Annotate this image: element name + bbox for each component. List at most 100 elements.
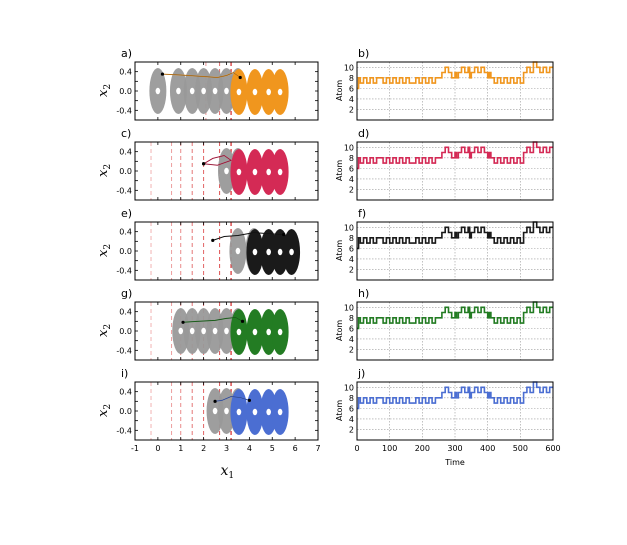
panel-label: i): [121, 367, 128, 380]
atom-step-line: [357, 61, 553, 90]
panel-label: d): [358, 127, 369, 140]
y-tick-label: 10: [344, 63, 354, 72]
trajectory-start-point: [213, 399, 217, 403]
x-axis-label: Time: [444, 458, 465, 467]
y-tick-label: 4: [349, 95, 354, 104]
trajectory-line-dark: [162, 72, 241, 78]
left-panel-0: a)0.40.0-0.4x2: [96, 47, 319, 121]
blob-hole: [236, 408, 242, 416]
right-panel-4: j)10 86 42 Atom 0 100 200 300 400 500 600: [335, 367, 561, 453]
blob-hole: [212, 407, 218, 415]
y-tick-label: 8: [349, 394, 354, 403]
y-axis-label: Atom: [335, 160, 344, 181]
x-tick-label: 1: [178, 444, 183, 453]
blob-hole: [277, 248, 283, 256]
y-tick-label: 2: [349, 425, 354, 434]
y-axis-label-main: x: [96, 89, 111, 97]
trajectory-start-point: [160, 72, 165, 76]
blob-hole: [224, 167, 229, 175]
trajectory-line-dark: [182, 317, 243, 323]
blob-hole: [266, 328, 271, 336]
panel-label: b): [358, 47, 369, 60]
blob-hole: [236, 168, 242, 176]
y-tick-label: 0.0: [119, 407, 132, 416]
y-axis-label-sub: 2: [103, 244, 113, 250]
blob-hole: [224, 407, 229, 415]
left-panel-4: i)0.40.0-0.4-1 0 1 2 3 4 5 6 7x2: [96, 367, 321, 453]
y-tick-label: 8: [349, 234, 354, 243]
blob-hole: [266, 408, 271, 416]
blob-hole: [201, 87, 206, 95]
y-tick-label: 8: [349, 154, 354, 163]
y-tick-label: 4: [349, 415, 354, 424]
panel-label: h): [358, 287, 369, 300]
blob-hole: [176, 87, 181, 95]
x-tick-label: 0: [155, 444, 160, 453]
y-axis-label-sub: 2: [103, 404, 113, 410]
panel-label: f): [358, 207, 366, 220]
y-axis-label: Atom: [335, 320, 344, 341]
blob-hole: [277, 408, 283, 416]
trajectory-line-dark: [212, 232, 284, 241]
y-tick-label: 0.0: [119, 87, 132, 96]
y-tick-label: 0.4: [119, 388, 132, 397]
y-axis-label: Atom: [335, 80, 344, 101]
blob-hole: [252, 328, 258, 336]
x-tick-label: 500: [513, 444, 528, 453]
x-tick-label: 3: [224, 444, 229, 453]
x-tick-label: 5: [270, 444, 275, 453]
y-axis-label: x2: [96, 404, 113, 417]
y-tick-label: -0.4: [116, 426, 132, 435]
blob-hole: [212, 327, 218, 335]
y-tick-label: 10: [344, 223, 354, 232]
y-tick-label: 0.0: [119, 327, 132, 336]
y-tick-label: 2: [349, 105, 354, 114]
panel-label: g): [121, 287, 132, 300]
y-tick-label: 10: [344, 143, 354, 152]
y-tick-label: 0.4: [119, 148, 132, 157]
y-tick-label: -0.4: [116, 186, 132, 195]
y-tick-label: 2: [349, 185, 354, 194]
y-tick-label: 8: [349, 314, 354, 323]
y-axis-label-main: x: [96, 409, 111, 417]
blob-hole: [189, 327, 195, 335]
y-axis-label: x2: [96, 84, 113, 97]
y-axis-label-main: x: [96, 249, 111, 257]
y-tick-label: -0.4: [116, 106, 132, 115]
y-axis-label-sub: 2: [103, 164, 113, 170]
x-tick-label: 600: [545, 444, 560, 453]
trajectory-end-point: [202, 162, 206, 166]
blob-hole: [224, 327, 229, 335]
x-tick-label: 300: [447, 444, 462, 453]
blob-hole: [277, 88, 283, 96]
panel-label: j): [357, 367, 365, 380]
axes-frame: [356, 301, 554, 361]
y-tick-label: 0.4: [119, 228, 132, 237]
blob-hole: [266, 248, 271, 256]
y-tick-label: -0.4: [116, 266, 132, 275]
panel-label: e): [121, 207, 132, 220]
y-tick-label: 4: [349, 255, 354, 264]
blob-hole: [266, 88, 271, 96]
blob-hole: [277, 328, 283, 336]
panel-label: a): [121, 47, 132, 60]
trajectory-line-dark: [215, 396, 250, 402]
right-panel-0: b) 10 86 42 Atom: [335, 47, 554, 121]
left-panel-2: e) 0.4 0.0 -0.4 x2: [96, 207, 319, 281]
trajectory-line-dark: [203, 155, 232, 166]
trajectory-end-point: [240, 319, 245, 323]
right-panel-1: d) 10 86 42 Atom: [335, 127, 554, 201]
x-axis-label-main: x: [221, 463, 229, 479]
blob-hole: [252, 168, 258, 176]
atom-step-line: [357, 221, 553, 250]
y-tick-label: 0.0: [119, 247, 132, 256]
x-axis-label: x1: [221, 463, 235, 481]
y-axis-label-main: x: [96, 329, 111, 337]
right-panel-3: h) 10 86 42 Atom: [335, 287, 554, 361]
axes-frame: [356, 61, 554, 121]
blob-hole: [266, 168, 271, 176]
atom-step-line: [357, 381, 553, 410]
blob-hole: [289, 248, 294, 256]
y-axis-label-main: x: [96, 169, 111, 177]
